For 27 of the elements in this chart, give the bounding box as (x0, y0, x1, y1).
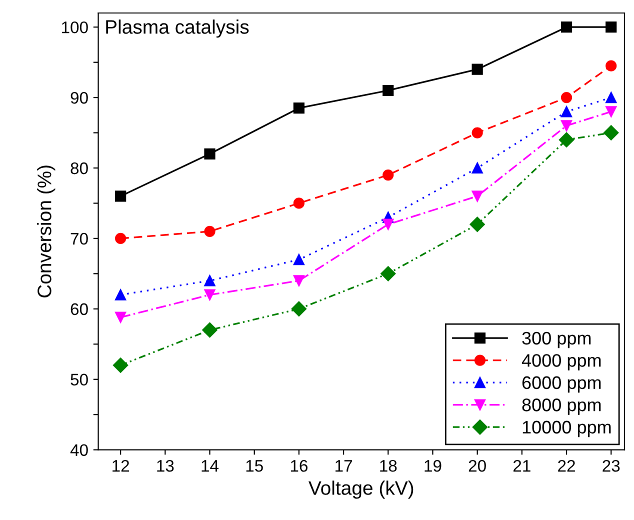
x-tick-label: 20 (468, 460, 486, 472)
y-tick-label: 50 (70, 374, 88, 386)
x-tick-label: 14 (202, 460, 219, 472)
x-tick-label: 18 (380, 460, 397, 472)
x-tick-label: 13 (157, 460, 174, 472)
y-axis-title: Conversion (%) (37, 166, 56, 298)
x-tick-label: 19 (424, 460, 442, 472)
x-tick-label: 21 (513, 460, 530, 472)
annotation: Plasma catalysis (106, 20, 249, 38)
y-tick-label: 40 (70, 444, 88, 456)
y-tick-label: 60 (70, 303, 88, 316)
legend-label: 6000 ppm (522, 376, 601, 393)
legend-label: 10000 ppm (522, 420, 611, 438)
y-tick-label: 70 (70, 232, 88, 245)
x-tick-label: 15 (246, 460, 263, 472)
x-axis-title: Voltage (kV) (308, 480, 414, 499)
x-tick-label: 17 (336, 460, 352, 472)
x-tick-label: 22 (558, 460, 575, 472)
y-tick-label: 100 (62, 21, 88, 34)
legend-label: 300 ppm (522, 332, 591, 348)
y-tick-label: 90 (70, 92, 88, 104)
x-tick-label: 23 (602, 460, 620, 472)
legend-label: 4000 ppm (522, 354, 601, 370)
x-tick-label: 12 (112, 460, 129, 472)
y-tick-label: 80 (70, 162, 88, 174)
legend-label: 8000 ppm (522, 398, 601, 415)
x-tick-label: 16 (290, 460, 308, 472)
